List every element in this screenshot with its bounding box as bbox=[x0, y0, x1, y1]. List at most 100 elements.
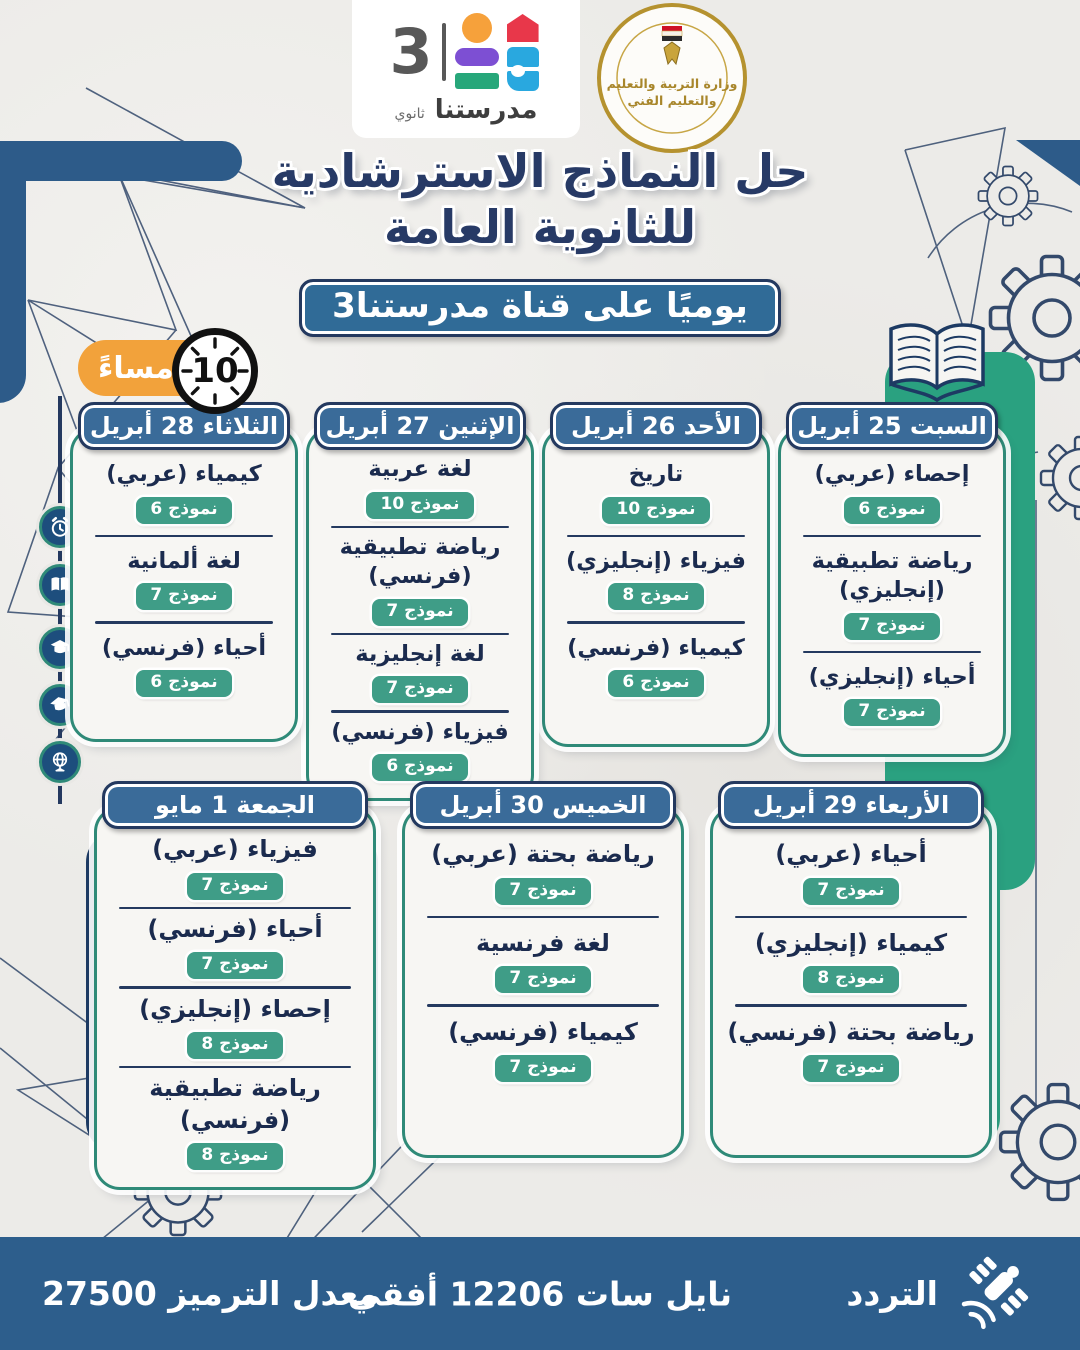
blue-notch-shape bbox=[506, 65, 539, 91]
model-badge: نموذج 6 bbox=[608, 670, 704, 698]
subject-name: كيمياء (فرنسي) bbox=[448, 1017, 638, 1046]
model-badge: نموذج 6 bbox=[844, 496, 940, 524]
divider bbox=[427, 915, 659, 919]
day-header: الأحد 26 أبريل bbox=[550, 402, 762, 451]
model-badge: نموذج 6 bbox=[136, 496, 232, 524]
title-line-1: حل النماذج الاسترشادية bbox=[271, 144, 809, 198]
day-header: السبت 25 أبريل bbox=[786, 402, 998, 451]
day-header: الإثنين 27 أبريل bbox=[314, 402, 526, 451]
clock-icon: 10 bbox=[172, 328, 258, 414]
seal-arabic-line1: وزارة التربية والتعليم bbox=[607, 76, 738, 91]
model-badge: نموذج 8 bbox=[187, 1142, 283, 1170]
subtitle-banner: يوميًا على قناة مدرستنا3 bbox=[0, 279, 1080, 337]
subject-name: أحياء (إنجليزي) bbox=[808, 664, 976, 691]
subject-name: أحياء (فرنسي) bbox=[101, 634, 267, 661]
time-period-label: مساءً bbox=[98, 350, 174, 386]
schedule-row-2: الأربعاء 29 أبريل أحياء (عربي) نموذج 7 ك… bbox=[94, 781, 992, 1190]
frequency-label-group: التردد bbox=[846, 1252, 1038, 1336]
subject-name: لغة عربية bbox=[368, 456, 472, 483]
brand-type: ثانوي bbox=[394, 106, 425, 122]
subject-name: إحصاء (عربي) bbox=[814, 461, 970, 488]
model-badge: نموذج 7 bbox=[372, 598, 468, 626]
divider bbox=[803, 650, 981, 654]
subject-name: أحياء (عربي) bbox=[775, 840, 927, 869]
logo-number: 3 bbox=[389, 15, 433, 89]
svg-text:MINISTRY OF EDUCATION AND TECH: MINISTRY OF EDUCATION AND TECHNICAL EDUC… bbox=[596, 2, 601, 5]
open-book-art bbox=[889, 323, 985, 403]
subject-name: رياضة تطبيقية (إنجليزي) bbox=[811, 548, 973, 604]
subject-name: تاريخ bbox=[628, 461, 684, 488]
subtitle-text: يوميًا على قناة مدرستنا3 bbox=[299, 279, 781, 337]
purple-bar-shape bbox=[454, 48, 499, 66]
divider bbox=[735, 915, 967, 919]
brand-name: مدرستنا bbox=[434, 95, 538, 125]
green-bar-shape bbox=[454, 73, 499, 89]
seal-ring-text: MINISTRY OF EDUCATION AND TECHNICAL EDUC… bbox=[596, 2, 601, 5]
subject-name: لغة فرنسية bbox=[476, 929, 610, 958]
model-badge: نموذج 7 bbox=[187, 952, 283, 980]
frequency-label: التردد bbox=[846, 1274, 938, 1313]
model-badge: نموذج 8 bbox=[803, 966, 899, 994]
divider bbox=[119, 906, 351, 910]
logo-shape-grid bbox=[454, 13, 543, 91]
ministry-seal: MINISTRY OF EDUCATION AND TECHNICAL EDUC… bbox=[596, 2, 747, 153]
egypt-eagle-icon bbox=[661, 26, 683, 66]
model-badge: نموذج 7 bbox=[844, 612, 940, 640]
subject-name: كيمياء (فرنسي) bbox=[567, 634, 745, 661]
model-badge: نموذج 7 bbox=[803, 1054, 899, 1082]
model-badge: نموذج 8 bbox=[187, 1031, 283, 1059]
model-badge: نموذج 7 bbox=[495, 966, 591, 994]
satellite-info: نايل سات 12206 أفقي bbox=[348, 1274, 732, 1313]
model-badge: نموذج 6 bbox=[372, 754, 468, 782]
day-header: الأربعاء 29 أبريل bbox=[718, 781, 984, 830]
model-badge: نموذج 7 bbox=[495, 1054, 591, 1082]
subject-name: فيزياء (فرنسي) bbox=[331, 718, 509, 745]
subject-name: لغة إنجليزية bbox=[355, 641, 485, 668]
divider bbox=[735, 1004, 967, 1007]
madrasetna-logo: 3 مدرستنا ثانوي bbox=[352, 0, 580, 138]
model-badge: نموذج 7 bbox=[372, 676, 468, 704]
red-house-shape bbox=[506, 14, 539, 42]
divider bbox=[331, 710, 509, 713]
model-badge: نموذج 7 bbox=[187, 872, 283, 900]
model-badge: نموذج 6 bbox=[136, 670, 232, 698]
subject-name: لغة ألمانية bbox=[127, 548, 241, 575]
poster-title: حل النماذج الاسترشادية للثانوية العامة bbox=[0, 143, 1080, 255]
subject-name: أحياء (فرنسي) bbox=[147, 915, 323, 944]
divider bbox=[331, 525, 509, 529]
day-header: الخميس 30 أبريل bbox=[410, 781, 676, 830]
divider bbox=[567, 621, 745, 624]
divider bbox=[331, 632, 509, 636]
subject-name: فيزياء (عربي) bbox=[152, 835, 318, 864]
day-card-saturday: السبت 25 أبريل إحصاء (عربي) نموذج 6 رياض… bbox=[778, 402, 1006, 757]
model-badge: نموذج 7 bbox=[136, 583, 232, 611]
madrasetna-logo-marks: 3 bbox=[389, 13, 542, 91]
day-card-thursday: الخميس 30 أبريل رياضة بحتة (عربي) نموذج … bbox=[402, 781, 684, 1158]
symbol-rate: معدل الترميز 27500 bbox=[42, 1274, 379, 1313]
day-card-wednesday: الأربعاء 29 أبريل أحياء (عربي) نموذج 7 ك… bbox=[710, 781, 992, 1158]
model-badge: نموذج 8 bbox=[608, 583, 704, 611]
divider bbox=[427, 1004, 659, 1007]
day-card-tuesday: الثلاثاء 28 أبريل كيمياء (عربي) نموذج 6 … bbox=[70, 402, 298, 742]
divider bbox=[567, 534, 745, 538]
subject-name: رياضة بحتة (عربي) bbox=[431, 840, 655, 869]
clock-hour: 10 bbox=[191, 351, 239, 391]
schedule-row-1: السبت 25 أبريل إحصاء (عربي) نموذج 6 رياض… bbox=[70, 402, 1006, 802]
title-line-2: للثانوية العامة bbox=[383, 200, 697, 255]
subject-name: كيمياء (عربي) bbox=[106, 461, 262, 488]
model-badge: نموذج 10 bbox=[602, 496, 710, 524]
subject-name: رياضة بحتة (فرنسي) bbox=[727, 1017, 975, 1046]
subject-name: رياضة تطبيقية (فرنسي) bbox=[149, 1074, 321, 1134]
subject-name: إحصاء (إنجليزي) bbox=[139, 994, 331, 1023]
logo-divider bbox=[441, 23, 446, 81]
orange-circle-shape bbox=[461, 13, 492, 43]
seal-arabic-line2: والتعليم الفني bbox=[628, 93, 717, 108]
divider bbox=[803, 534, 981, 538]
day-card-sunday: الأحد 26 أبريل تاريخ نموذج 10 فيزياء (إن… bbox=[542, 402, 770, 747]
day-header: الجمعة 1 مايو bbox=[102, 781, 368, 830]
subject-name: رياضة تطبيقية (فرنسي) bbox=[339, 534, 501, 590]
day-card-monday: الإثنين 27 أبريل لغة عربية نموذج 10 رياض… bbox=[306, 402, 534, 802]
model-badge: نموذج 7 bbox=[844, 699, 940, 727]
subject-name: فيزياء (إنجليزي) bbox=[565, 548, 747, 575]
